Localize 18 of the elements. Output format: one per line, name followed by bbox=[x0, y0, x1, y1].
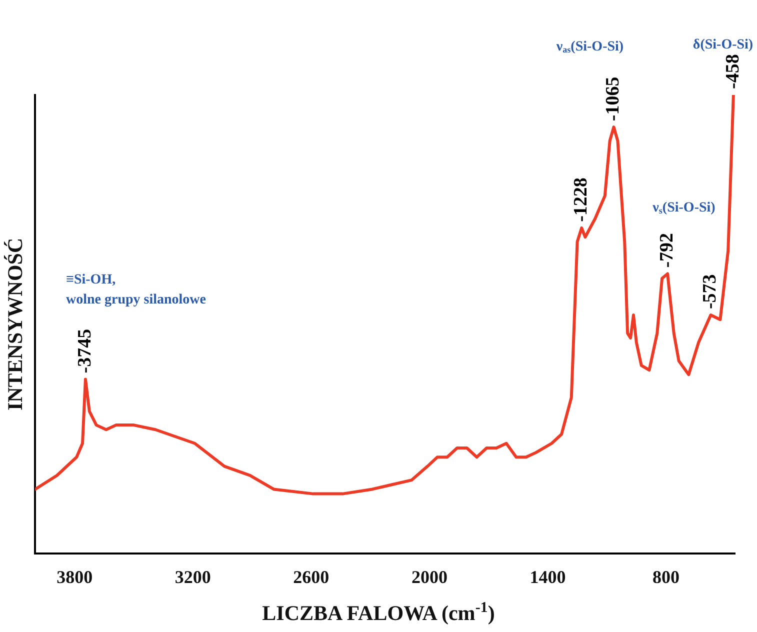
x-axis-title: LICZBA FALOWA (cm$^{-1}$) bbox=[261, 600, 496, 626]
text: δ(Si-O-Si) bbox=[692, 38, 754, 53]
annotation: -458 bbox=[722, 54, 744, 89]
x-tick-label: 2600 bbox=[293, 566, 330, 587]
annotation: -1228 bbox=[570, 178, 592, 222]
x-tick-label: 2000 bbox=[411, 566, 448, 587]
x-tick-label: 3800 bbox=[56, 566, 93, 587]
x-tick-label: 800 bbox=[652, 566, 680, 587]
annotation: -1065 bbox=[602, 76, 624, 122]
text: νas(Si-O-Si) bbox=[555, 40, 624, 55]
x-tick-label: 1400 bbox=[530, 566, 566, 587]
annotation: ≡Si-OH, wolne grupy silanolowe bbox=[66, 272, 206, 308]
annotation: -3745 bbox=[74, 328, 96, 374]
annotation: -573 bbox=[700, 274, 721, 310]
y-axis-title: INTENSYWNOŚĆ bbox=[3, 238, 28, 411]
annotation: -792 bbox=[656, 232, 678, 268]
x-tick-label: 3200 bbox=[174, 566, 211, 587]
annotation: νs(Si-O-Si) bbox=[652, 200, 716, 216]
